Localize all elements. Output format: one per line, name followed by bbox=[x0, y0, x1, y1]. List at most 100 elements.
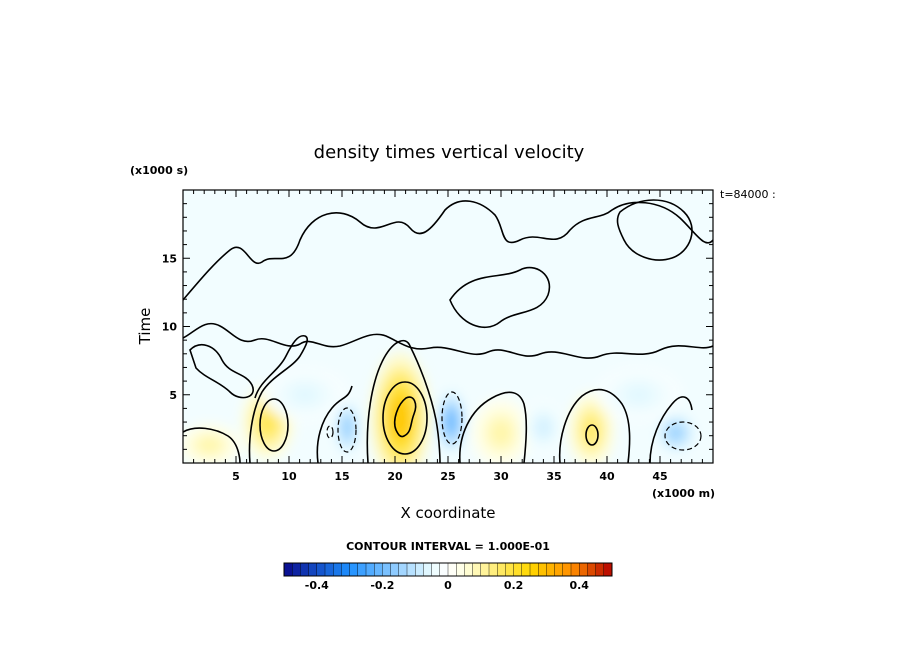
colorbar-swatch bbox=[497, 562, 506, 577]
colorbar-swatch bbox=[488, 562, 498, 577]
colorbar-tick-label: -0.4 bbox=[305, 579, 329, 592]
field-positive-4-level-3 bbox=[198, 437, 221, 453]
contour-zero-col4 bbox=[366, 339, 441, 463]
colorbar-tick-label: -0.2 bbox=[370, 579, 394, 592]
colorbar-swatch bbox=[292, 562, 301, 577]
colorbar-swatch bbox=[423, 562, 433, 577]
colorbar-swatch bbox=[472, 562, 482, 577]
colorbar-swatch bbox=[513, 562, 523, 577]
colorbar-swatch bbox=[431, 562, 441, 577]
field-positive-2-level-3 bbox=[490, 420, 512, 446]
x-tick-label: 15 bbox=[334, 470, 349, 483]
y-tick-label: 5 bbox=[169, 389, 177, 402]
field-negative-10-level-3 bbox=[624, 385, 654, 405]
colorbar-swatch bbox=[480, 562, 490, 577]
y-axis-label: Time bbox=[136, 308, 154, 346]
field-positive-3-level-3 bbox=[583, 417, 600, 444]
contour-negative-2 bbox=[441, 391, 463, 445]
contour-zero-top-blob bbox=[449, 266, 551, 328]
contour-positive-1 bbox=[259, 398, 289, 452]
x-tick-label: 45 bbox=[652, 470, 667, 483]
colorbar-swatch bbox=[529, 562, 539, 577]
contour-zero-left-blob bbox=[189, 344, 254, 399]
contour-negative-3 bbox=[664, 421, 702, 451]
x-tick-label: 35 bbox=[546, 470, 561, 483]
contour-negative-1 bbox=[337, 407, 357, 453]
field-negative-5-level-3 bbox=[342, 417, 352, 438]
colorbar-swatch bbox=[570, 562, 580, 577]
contour-zero-col5 bbox=[459, 391, 528, 463]
colorbar-swatch bbox=[505, 562, 515, 577]
contour-positive-2 bbox=[382, 381, 428, 455]
field-negative-9-level-3 bbox=[290, 385, 320, 405]
contour-zero-col2 bbox=[248, 334, 308, 463]
colorbar-swatch bbox=[456, 562, 465, 577]
colorbar-swatch bbox=[357, 562, 367, 577]
chart-title: density times vertical velocity bbox=[314, 142, 585, 163]
colorbar-swatch bbox=[554, 562, 564, 577]
contour-positive-2-inner bbox=[393, 396, 417, 438]
colorbar-swatch bbox=[324, 562, 334, 577]
contour-negative-4 bbox=[326, 425, 334, 439]
colorbar-tick-label: 0.2 bbox=[504, 579, 524, 592]
x-tick-label: 40 bbox=[599, 470, 615, 483]
x-tick-label: 20 bbox=[387, 470, 403, 483]
colorbar-swatch bbox=[398, 562, 408, 577]
contour-zero-col6 bbox=[558, 388, 631, 463]
contour-zero-col3 bbox=[316, 385, 353, 463]
colorbar-swatch bbox=[374, 562, 383, 577]
field-positive-0-level-3 bbox=[258, 409, 277, 436]
colorbar-swatch bbox=[521, 562, 531, 577]
contour-interval-label: CONTOUR INTERVAL = 1.000E-01 bbox=[346, 540, 550, 553]
plot-area: 5 10 15 20 25 30 35 40 45 5 10 15 bbox=[162, 189, 714, 483]
y-tick-label: 15 bbox=[162, 252, 177, 265]
x-tick-label: 30 bbox=[493, 470, 509, 483]
contour-positive-3 bbox=[585, 424, 599, 446]
contour-zero-mid bbox=[183, 322, 713, 359]
colorbar-tick-label: 0.4 bbox=[569, 579, 589, 592]
colorbar-swatch bbox=[333, 562, 342, 577]
colorbar: -0.4 -0.2 0 0.2 0.4 bbox=[283, 562, 613, 592]
colorbar-swatch bbox=[300, 562, 310, 577]
colorbar-frame bbox=[283, 562, 613, 577]
field-negative-6-level-3 bbox=[446, 410, 457, 434]
colorbar-swatch bbox=[406, 562, 416, 577]
y-unit-label: (x1000 s) bbox=[130, 164, 188, 177]
colorbar-swatch bbox=[603, 562, 613, 577]
x-axis-label: X coordinate bbox=[400, 504, 495, 522]
colorbar-swatch bbox=[390, 562, 400, 577]
colorbar-swatch bbox=[538, 562, 547, 577]
contour-zero-col1 bbox=[183, 427, 241, 463]
x-tick-label: 10 bbox=[281, 470, 297, 483]
y-axis: 5 10 15 bbox=[162, 203, 713, 450]
x-tick-label: 5 bbox=[232, 470, 240, 483]
x-axis: 5 10 15 20 25 30 35 40 45 bbox=[193, 190, 703, 483]
contour-zero-right-blob bbox=[616, 199, 693, 261]
contour-zero-col7 bbox=[649, 396, 693, 463]
colorbar-swatch bbox=[316, 562, 326, 577]
colorbar-swatch bbox=[365, 562, 375, 577]
colorbar-swatch bbox=[595, 562, 605, 577]
colorbar-swatch bbox=[283, 562, 293, 577]
colorbar-swatch bbox=[341, 562, 351, 577]
colorbar-swatch bbox=[579, 562, 588, 577]
field-negative-8-level-3 bbox=[536, 418, 551, 437]
colorbar-swatch bbox=[546, 562, 556, 577]
colorbar-swatch bbox=[562, 562, 572, 577]
colorbar-swatch bbox=[349, 562, 359, 577]
colorbar-swatch bbox=[447, 562, 457, 577]
x-tick-label: 25 bbox=[440, 470, 455, 483]
y-tick-label: 10 bbox=[162, 321, 178, 334]
colorbar-swatch bbox=[439, 562, 449, 577]
time-annotation: t=84000 : bbox=[720, 188, 776, 201]
contour-lines bbox=[183, 199, 713, 463]
colorbar-swatch bbox=[382, 562, 392, 577]
contour-zero-upper bbox=[183, 200, 713, 301]
colorbar-tick-label: 0 bbox=[444, 579, 452, 592]
field-negative-7-level-3 bbox=[668, 425, 684, 441]
x-unit-label: (x1000 m) bbox=[652, 487, 715, 500]
colorbar-swatch bbox=[415, 562, 424, 577]
colorbar-swatch bbox=[308, 562, 318, 577]
colorbar-swatch bbox=[464, 562, 474, 577]
